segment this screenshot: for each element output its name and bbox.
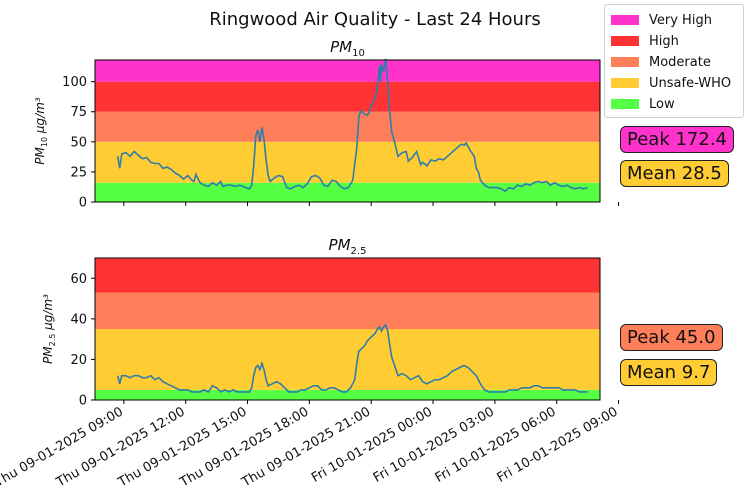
legend-swatch-high [611,36,639,46]
pm25-band [95,258,600,293]
pm10-y-tick-label: 0 [79,196,87,211]
pm10-ylabel-main: PM [33,146,47,164]
legend-label: Low [649,96,675,112]
legend-item: Low [611,96,675,112]
pm10-band [95,111,600,142]
pm10-band [95,182,600,202]
pm10-band [95,60,600,82]
pm25-x-tick-marks [123,400,620,404]
pm25-band [95,329,600,390]
pm25-ylabel-sub: 2.5 [48,334,57,347]
pm10-bands [95,60,600,202]
pm10-peak-badge: Peak 172.4 [620,126,734,153]
pm10-band [95,141,600,183]
chart-title: Ringwood Air Quality - Last 24 Hours [209,9,541,30]
pm10-ylabel-unit: μg/m³ [33,97,47,137]
pm25-y-tick-label: 20 [70,353,87,368]
legend-swatch-unsafe-who [611,78,639,88]
pm25-mean-badge: Mean 9.7 [620,359,718,386]
legend-item: High [611,33,679,49]
legend-label: Moderate [649,54,711,70]
legend-item: Unsafe-WHO [611,75,732,91]
pm25-peak-badge: Peak 45.0 [620,324,723,351]
pm25-y-tick-label: 60 [70,272,87,287]
legend-swatch-low [611,99,639,109]
pm10-x-tick-marks [123,202,620,206]
pm25-ylabel-unit: μg/m³ [41,294,55,334]
pm25-bands [95,258,600,400]
pm10-y-axis-label: PM10 μg/m³ [33,97,49,165]
pm25-y-tick-label: 40 [70,312,87,327]
pm10-y-tick-label: 50 [70,135,87,150]
pm25-y-tick-label: 0 [79,394,87,409]
pm25-band [95,292,600,329]
legend-item: Moderate [611,54,711,70]
pm10-title-main: PM [330,38,352,56]
pm25-y-ticks: 0 20 40 60 [70,272,95,409]
pm25-axes-frame [94,257,601,401]
pm10-series-line [116,58,588,193]
legend-label: Unsafe-WHO [649,75,732,91]
legend-label: High [649,33,679,49]
pm10-panel-title: PM10 [330,38,365,59]
legend-swatch-very-high [611,15,639,25]
pm10-y-tick-label: 100 [62,75,87,90]
pm25-panel-title: PM2.5 [329,236,367,257]
pm10-mean-badge: Mean 28.5 [620,160,729,187]
pm25-ylabel-main: PM [41,346,55,364]
pm25-y-axis-label: PM2.5 μg/m³ [41,294,57,364]
pm10-title-sub: 10 [352,48,365,59]
pm10-y-ticks: 0 25 50 75 100 [62,75,95,211]
pm10-ylabel-sub: 10 [40,137,49,147]
pm25-band [95,389,600,400]
pm25-series-line [116,323,588,393]
legend-swatch-moderate [611,57,639,67]
legend-item: Very High [611,12,712,28]
pm10-y-tick-label: 25 [70,165,87,180]
pm10-y-tick-label: 75 [70,105,87,120]
pm25-title-main: PM [329,236,351,254]
pm10-axes-frame [94,59,601,203]
legend-label: Very High [649,12,712,28]
pm25-title-sub: 2.5 [351,246,367,257]
pm10-band [95,81,600,112]
legend: Very High High Moderate Unsafe-WHO Low [604,4,744,118]
